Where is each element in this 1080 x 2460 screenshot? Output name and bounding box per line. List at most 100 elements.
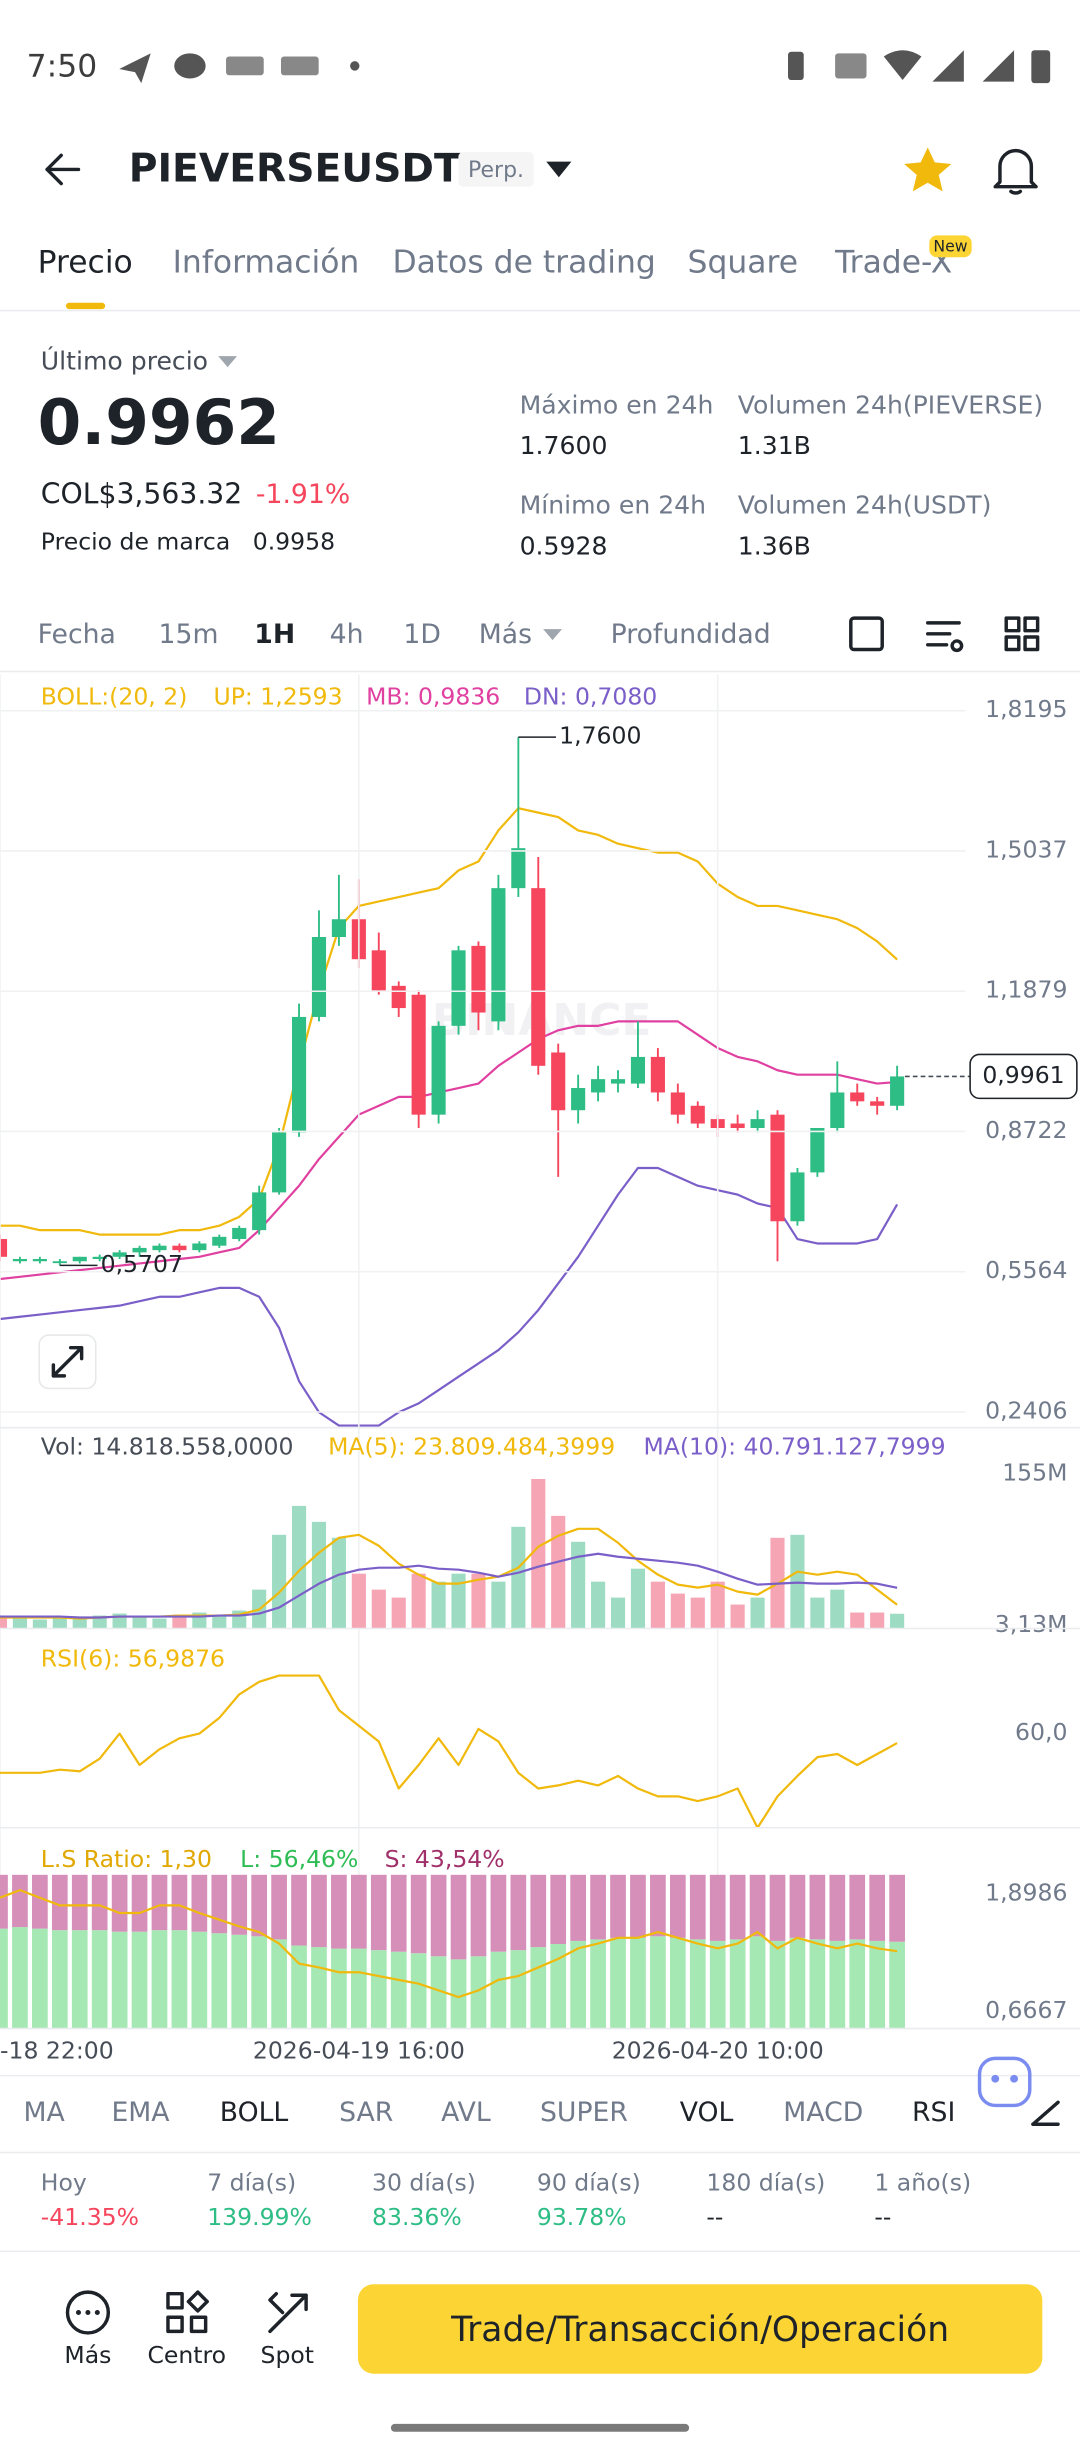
indicator[interactable]: AVL <box>441 2097 491 2128</box>
back-button[interactable] <box>45 153 81 186</box>
ratio-bar <box>829 1940 846 2029</box>
ratio-bar <box>211 1874 228 1934</box>
ratio-bar <box>231 1934 248 2029</box>
chat-icon <box>174 53 206 79</box>
ratio-bar <box>151 1874 168 1931</box>
indicator[interactable]: SAR <box>339 2097 393 2128</box>
performance-value: 83.36% <box>372 2203 462 2231</box>
tab[interactable]: Precio <box>38 245 133 281</box>
ratio-bar <box>530 1947 547 2029</box>
ratio-bar <box>729 1939 746 2029</box>
indicator[interactable]: EMA <box>111 2097 170 2128</box>
ratio-bar <box>829 1874 846 1941</box>
legend-label: MA(5): 23.809.484,3999 <box>328 1433 615 1461</box>
ratio-bar <box>331 1874 347 1949</box>
boll-legend: BOLL:(20, 2) <box>41 683 188 711</box>
ratio-bar <box>251 1874 268 1937</box>
charts: BINANCE 1,8195 1,5037 1,1879 0,8722 0,5564 0,2… <box>0 674 1078 2065</box>
tool-icon[interactable] <box>849 616 884 652</box>
volume-bar <box>690 1597 705 1629</box>
y-tick-label: 3,13M <box>995 1610 1068 1638</box>
indicator[interactable]: SUPER <box>540 2097 628 2128</box>
performance-value: 93.78% <box>537 2203 627 2231</box>
more-icon <box>65 2290 111 2335</box>
y-tick-label: 0,6667 <box>985 1996 1067 2024</box>
short-header: S: 43,54% <box>385 1845 505 1873</box>
tab[interactable]: Square <box>688 245 799 281</box>
ratio-bar <box>171 1874 188 1931</box>
nav-label: Más <box>64 2341 111 2369</box>
notification-bell[interactable] <box>993 148 1038 195</box>
trade-button[interactable] <box>357 2284 1043 2374</box>
ratio-bar <box>869 1874 886 1941</box>
volume-bar <box>491 1581 506 1629</box>
ratio-bar <box>191 1874 208 1932</box>
perp-badge: Perp. <box>468 158 524 183</box>
boll-line <box>0 1020 898 1281</box>
settings-icon[interactable] <box>926 621 964 653</box>
timeframe[interactable]: 1H <box>254 619 295 650</box>
ratio-bar <box>271 1874 287 1940</box>
ratio-bar <box>450 1874 467 1960</box>
status-icons <box>119 50 1051 84</box>
nav-item[interactable]: Spot <box>261 2291 314 2369</box>
volume-bar <box>272 1534 287 1629</box>
volume-bar <box>451 1573 466 1629</box>
center-icon <box>189 2315 208 2334</box>
rsi-header: RSI(6): 56,9876 <box>41 1644 225 1672</box>
ratio-bar <box>311 1874 327 1948</box>
indicator[interactable]: RSI <box>912 2097 955 2128</box>
timeframe[interactable]: 4h <box>330 619 364 650</box>
volume-bar <box>890 1613 905 1629</box>
candle-body <box>212 1236 227 1246</box>
volume-bar <box>531 1478 546 1629</box>
candle-body <box>690 1105 705 1124</box>
timeframe[interactable]: 15m <box>159 619 219 650</box>
grid-icon[interactable] <box>1004 616 1021 633</box>
stat-value: 0.5928 <box>520 532 608 561</box>
timeframe[interactable]: Profundidad <box>611 619 771 650</box>
indicator[interactable]: MACD <box>783 2097 863 2128</box>
volume-bar <box>610 1597 626 1629</box>
stat-label: Volumen 24h(PIEVERSE) <box>738 390 1043 419</box>
volume-bar <box>152 1618 167 1629</box>
timeframe[interactable]: Más <box>479 619 532 650</box>
expand-icon <box>51 1345 84 1378</box>
ratio-bar <box>570 1874 586 1941</box>
tab[interactable]: Información <box>173 245 360 281</box>
indicator[interactable]: MA <box>24 2097 66 2128</box>
favorite-star[interactable] <box>904 147 952 192</box>
nav-item[interactable]: Centro <box>148 2290 227 2369</box>
indicator[interactable]: BOLL <box>220 2097 289 2128</box>
ratio-bar <box>71 1874 88 1931</box>
timeframe[interactable]: Fecha <box>38 619 116 650</box>
volume-bar <box>870 1612 885 1629</box>
assistant-icon[interactable] <box>977 2056 1032 2108</box>
wifi-icon <box>883 50 922 81</box>
indicator[interactable]: VOL <box>680 2097 734 2128</box>
ratio-bar <box>669 1874 686 1938</box>
dropdown-caret <box>218 356 238 368</box>
stat-label: Volumen 24h(USDT) <box>738 491 992 520</box>
active-tab-indicator <box>65 302 106 310</box>
volume-bar <box>391 1597 406 1629</box>
expand-button[interactable] <box>38 1334 97 1390</box>
edit-icon[interactable] <box>1031 2100 1060 2126</box>
candle-body <box>72 1256 87 1262</box>
symbol-dropdown[interactable] <box>546 161 572 178</box>
lte-icon <box>835 53 867 79</box>
ratio-bar <box>370 1950 387 2029</box>
long-header: L: 56,46% <box>240 1845 358 1873</box>
candle-body <box>511 848 526 889</box>
candle-body <box>311 937 327 1017</box>
volume-bar <box>511 1526 526 1629</box>
ratio-bar <box>450 1959 467 2029</box>
ratio-bar <box>410 1953 427 2029</box>
stat-value: 1.7600 <box>520 431 608 460</box>
timeframe[interactable]: 1D <box>403 619 441 650</box>
candle-body <box>810 1127 825 1173</box>
tab[interactable]: Datos de trading <box>392 245 655 281</box>
ratio-bar <box>430 1874 447 1957</box>
nav-item[interactable]: Más <box>64 2290 111 2369</box>
